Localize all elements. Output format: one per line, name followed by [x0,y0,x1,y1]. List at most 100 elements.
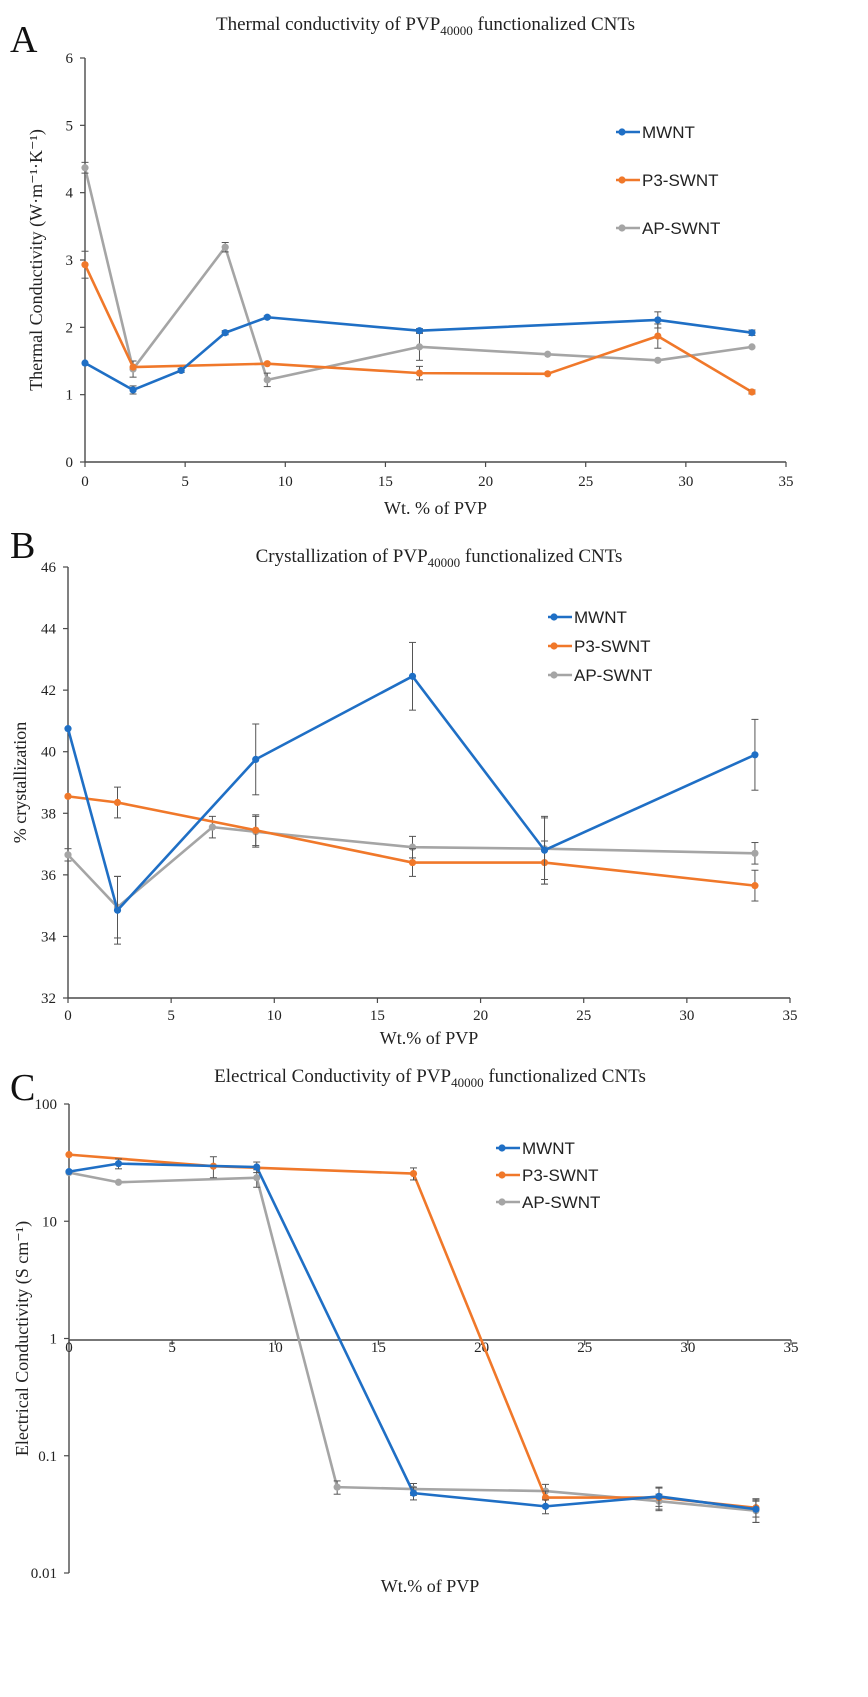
y-tick-label: 3 [66,253,74,269]
chart-panel-b: B Crystallization of PVP40000 functionali… [10,525,798,1048]
data-point [409,1489,418,1497]
data-point [415,327,424,335]
x-axis-title: Wt.% of PVP [380,1028,479,1048]
x-tick-label: 25 [576,1008,591,1024]
legend-marker [550,671,558,679]
y-tick-label: 44 [41,622,57,638]
x-tick-label: 10 [267,1008,282,1024]
legend-item-ap-swnt: AP-SWNT [548,666,652,685]
data-point [64,792,72,800]
data-point [114,1178,123,1186]
x-tick-label: 0 [81,474,89,490]
x-axis-title: Wt.% of PVP [381,1576,480,1596]
chart-title: Electrical Conductivity of PVP40000 func… [214,1066,646,1090]
data-point [221,329,229,337]
y-tick-label: 38 [41,806,56,822]
chart-title-rest: functionalized CNTs [484,1066,646,1087]
y-tick-label: 0.01 [31,1566,57,1582]
data-point [263,376,271,384]
data-point [748,343,756,351]
y-tick-label: 32 [41,991,56,1007]
data-point [751,882,759,890]
data-point [748,329,756,337]
x-tick-label: 5 [181,474,189,490]
x-tick-label: 10 [268,1340,283,1356]
legend-label: P3-SWNT [642,171,719,190]
x-tick-label: 35 [784,1340,799,1356]
data-point [751,849,759,857]
series-ap-swnt [64,815,759,939]
series-p3-swnt [81,250,756,396]
x-tick-label: 30 [680,1340,695,1356]
series-mwnt [64,641,759,945]
data-point [253,1163,261,1171]
data-point [541,1493,550,1502]
data-point [415,369,424,377]
series-mwnt [81,311,756,395]
x-tick-label: 25 [578,474,593,490]
x-tick-label: 15 [378,474,393,490]
data-point [252,755,260,764]
legend-label: P3-SWNT [574,637,651,656]
x-tick-label: 20 [478,474,493,490]
legend-item-mwnt: MWNT [548,608,627,627]
y-tick-label: 0.1 [38,1449,57,1465]
y-axis-title: Electrical Conductivity (S cm⁻¹) [12,1221,33,1456]
data-point [177,366,185,375]
data-point [81,164,89,172]
series-line [68,1162,757,1511]
y-tick-label: 5 [66,118,74,134]
x-tick-label: 5 [167,1008,175,1024]
legend-marker [498,1144,506,1152]
x-tick-label: 35 [779,474,794,490]
legend-item-p3-swnt: P3-SWNT [496,1166,599,1185]
x-tick-label: 30 [678,474,693,490]
x-tick-label: 15 [370,1008,385,1024]
chart-title-subscript: 40000 [451,1075,484,1090]
x-tick-label: 10 [278,474,293,490]
y-axis-title: Thermal Conductivity (W·m⁻¹·K⁻¹) [26,129,47,391]
y-tick-label: 4 [66,186,74,202]
chart-title: Thermal conductivity of PVP40000 functio… [216,14,635,38]
panel-letter: C [10,1067,35,1109]
legend-item-mwnt: MWNT [616,123,695,142]
legend-item-ap-swnt: AP-SWNT [496,1193,600,1212]
legend-label: MWNT [642,123,695,142]
series-mwnt [65,1158,760,1523]
y-tick-label: 100 [35,1097,58,1113]
x-tick-label: 30 [679,1008,694,1024]
legend-label: P3-SWNT [522,1166,599,1185]
chart-title: Crystallization of PVP40000 functionaliz… [256,546,623,570]
legend-marker [550,613,558,621]
chart-title-main: Thermal conductivity of PVP [216,14,440,35]
x-tick-label: 20 [473,1008,488,1024]
y-tick-label: 2 [66,320,74,336]
data-point [544,350,552,358]
legend-marker [498,1198,506,1206]
data-point [408,672,417,680]
legend-marker [618,128,626,136]
series-line [84,315,753,392]
legend-marker [618,176,626,184]
data-point [748,388,756,396]
series-line [68,1153,757,1510]
data-point [655,1492,663,1501]
y-tick-label: 42 [41,683,56,699]
data-point [65,1151,73,1159]
chart-title-rest: functionalized CNTs [473,14,635,35]
series-line [68,1171,757,1512]
panel-letter: B [10,525,35,567]
data-point [208,823,216,831]
data-point [252,826,260,834]
data-point [114,1160,123,1168]
x-tick-label: 0 [64,1008,72,1024]
data-point [544,370,552,378]
data-point [64,851,72,859]
legend-label: AP-SWNT [522,1193,600,1212]
y-axis-title: % crystallization [10,722,30,843]
chart-title-main: Crystallization of PVP [256,546,428,567]
x-tick-label: 25 [577,1340,592,1356]
data-point [81,359,89,367]
y-tick-label: 40 [41,745,56,761]
chart-panel-a: A Thermal conductivity of PVP40000 functi… [10,14,794,518]
